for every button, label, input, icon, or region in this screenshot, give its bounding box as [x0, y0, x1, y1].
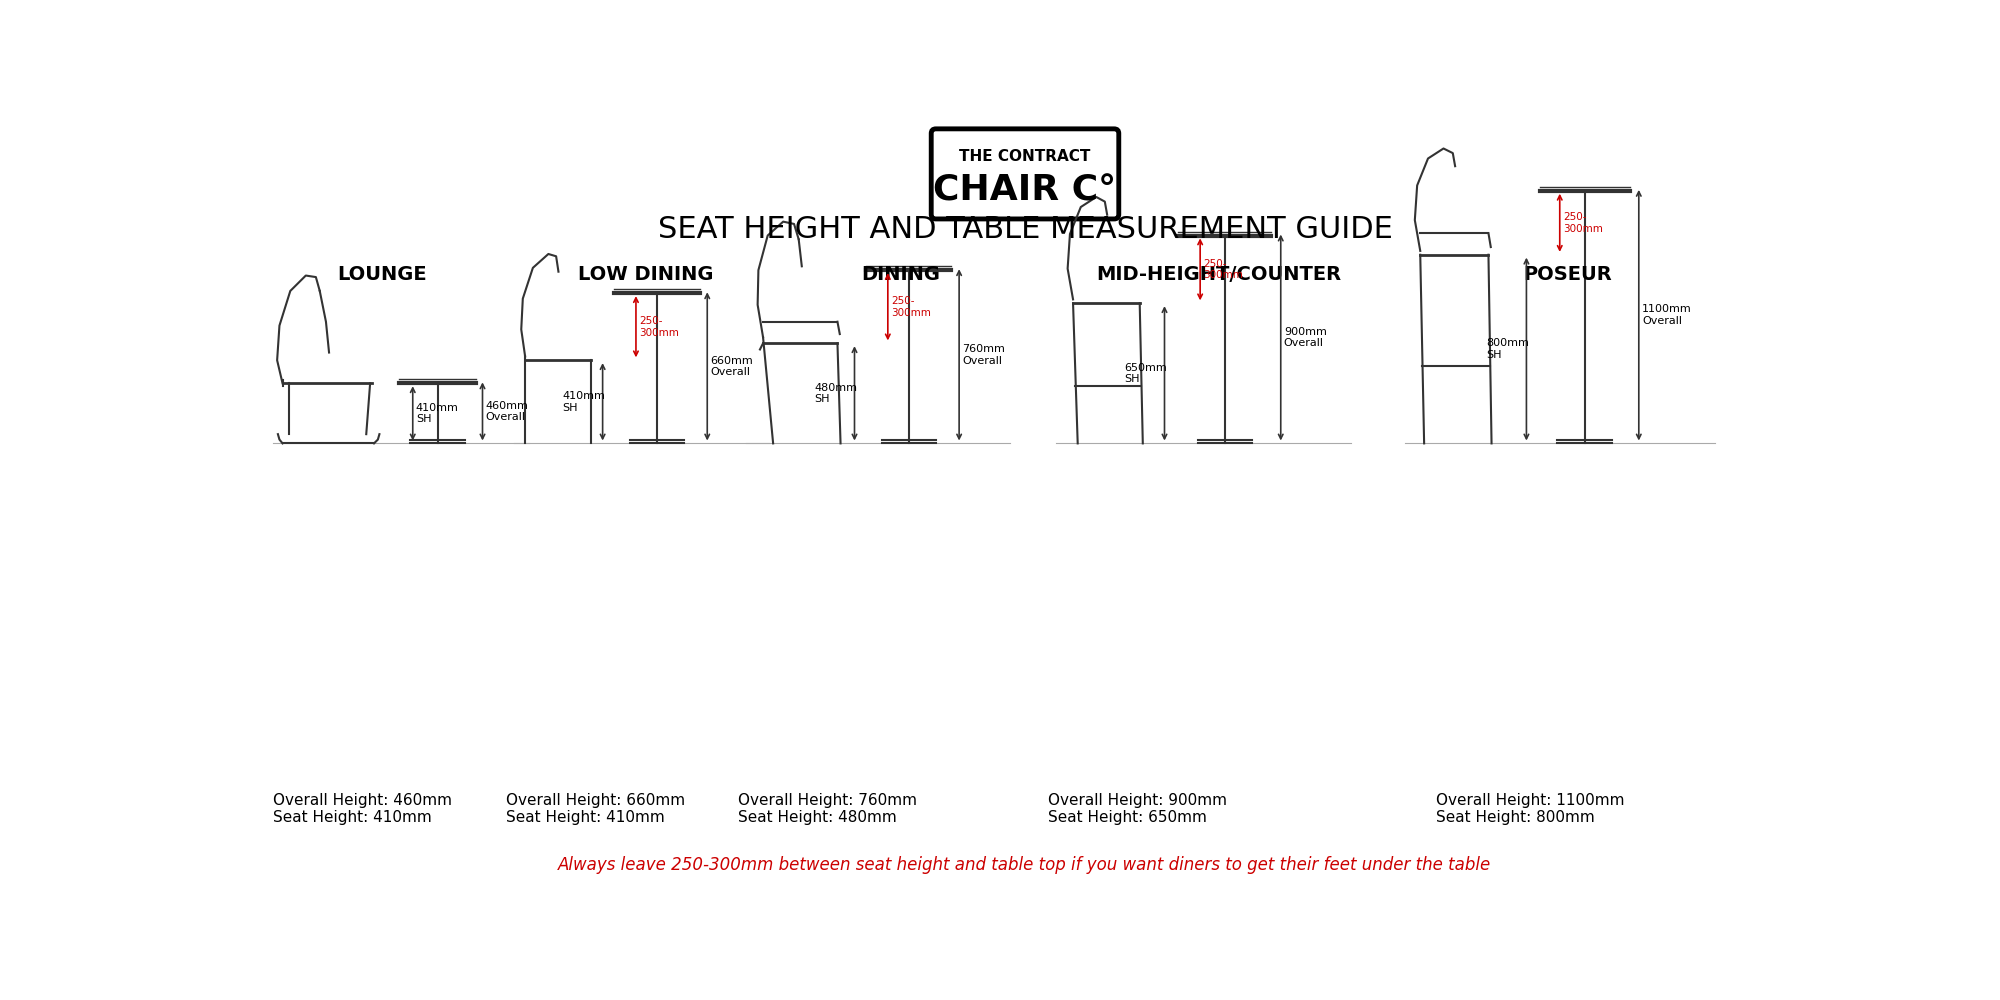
- Text: 250-
300mm: 250- 300mm: [1562, 212, 1602, 234]
- Text: LOUNGE: LOUNGE: [336, 264, 426, 284]
- Text: 460mm
Overall: 460mm Overall: [486, 401, 528, 422]
- Text: MID-HEIGHT/COUNTER: MID-HEIGHT/COUNTER: [1096, 264, 1342, 284]
- Text: Overall Height: 460mm
Seat Height: 410mm: Overall Height: 460mm Seat Height: 410mm: [274, 793, 452, 825]
- Text: 760mm
Overall: 760mm Overall: [962, 344, 1006, 366]
- Text: THE CONTRACT: THE CONTRACT: [960, 149, 1090, 164]
- Text: CHAIR C°: CHAIR C°: [934, 174, 1116, 208]
- Text: 250-
300mm: 250- 300mm: [890, 296, 930, 318]
- Text: 480mm
SH: 480mm SH: [814, 383, 858, 404]
- Text: 250-
300mm: 250- 300mm: [1204, 259, 1244, 280]
- Text: 250-
300mm: 250- 300mm: [640, 316, 678, 338]
- Text: Always leave 250-300mm between seat height and table top if you want diners to g: Always leave 250-300mm between seat heig…: [558, 856, 1492, 874]
- Text: POSEUR: POSEUR: [1524, 264, 1612, 284]
- Text: 900mm
Overall: 900mm Overall: [1284, 327, 1326, 348]
- Text: 800mm
SH: 800mm SH: [1486, 338, 1530, 360]
- Text: SEAT HEIGHT AND TABLE MEASUREMENT GUIDE: SEAT HEIGHT AND TABLE MEASUREMENT GUIDE: [658, 215, 1392, 244]
- Text: 410mm
SH: 410mm SH: [562, 391, 606, 413]
- Text: 650mm
SH: 650mm SH: [1124, 363, 1166, 384]
- Text: 1100mm
Overall: 1100mm Overall: [1642, 304, 1692, 326]
- Text: Overall Height: 900mm
Seat Height: 650mm: Overall Height: 900mm Seat Height: 650mm: [1048, 793, 1228, 825]
- FancyBboxPatch shape: [932, 129, 1118, 219]
- Text: LOW DINING: LOW DINING: [578, 264, 712, 284]
- Text: Overall Height: 660mm
Seat Height: 410mm: Overall Height: 660mm Seat Height: 410mm: [506, 793, 684, 825]
- Text: Overall Height: 760mm
Seat Height: 480mm: Overall Height: 760mm Seat Height: 480mm: [738, 793, 918, 825]
- Text: 660mm
Overall: 660mm Overall: [710, 356, 754, 377]
- Text: Overall Height: 1100mm
Seat Height: 800mm: Overall Height: 1100mm Seat Height: 800m…: [1436, 793, 1624, 825]
- Text: DINING: DINING: [862, 264, 940, 284]
- Text: 410mm
SH: 410mm SH: [416, 403, 458, 424]
